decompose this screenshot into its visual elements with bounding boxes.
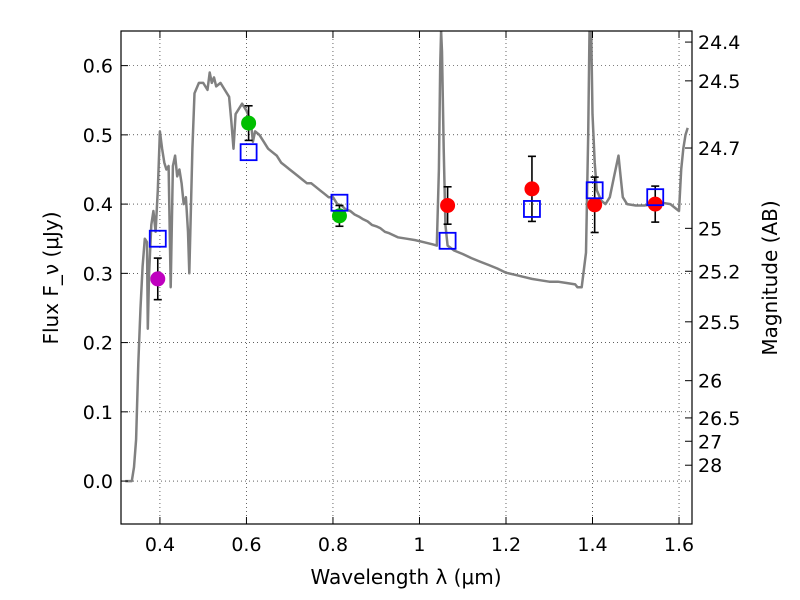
model-marker: [646, 188, 665, 207]
plot-series: [125, 31, 689, 483]
x-tick-label: 0.6: [231, 534, 261, 556]
y-tick-label: 0.6: [83, 56, 113, 78]
y2-tick-label: 24.5: [698, 71, 740, 93]
model-marker: [523, 200, 541, 218]
y-axis-label: Flux F_ν (μJy): [39, 211, 63, 344]
data-point: [647, 185, 663, 223]
y2-tick-label: 25.2: [698, 261, 740, 283]
y2-tick-label: 27: [698, 431, 722, 453]
y-tick-label: 0.0: [83, 471, 113, 493]
grid: [121, 31, 692, 524]
x-tick-label: 1.2: [491, 534, 521, 556]
x-tick-label: 0.4: [145, 534, 175, 556]
model-marker: [585, 181, 604, 200]
y-tick-label: 0.5: [83, 125, 113, 147]
x-axis-label-text: Wavelength λ (μm): [310, 565, 501, 589]
data-point: [150, 257, 166, 301]
data-point: [440, 185, 456, 225]
model-marker: [148, 229, 167, 248]
model-marker: [239, 143, 258, 162]
y-axis-label-text: Flux F_ν (μJy): [39, 211, 63, 344]
x-tick-label: 0.8: [318, 534, 348, 556]
y2-tick-label: 24.7: [698, 138, 740, 160]
observed-marker: [524, 181, 540, 197]
axes-frame: [120, 30, 693, 525]
y2-tick-label: 24.4: [698, 32, 740, 54]
y2-tick-label: 26: [698, 371, 722, 393]
spectrum-line: [125, 31, 689, 483]
x-tick-label: 1.6: [664, 534, 694, 556]
x-tick-label: 1.4: [577, 534, 607, 556]
y2-tick-label: 25: [698, 218, 722, 240]
observed-marker: [587, 197, 603, 213]
y-tick-label: 0.2: [83, 333, 113, 355]
axis-ticks: 0.4 0.6 0.8 1 1.2 1.4 1.6 0.0 0.1 0.2 0.3 0.4 0.5 0.6…: [83, 31, 740, 556]
observed-marker: [647, 196, 663, 212]
model-marker: [330, 193, 349, 212]
observed-marker: [150, 271, 166, 287]
plot-frame: [120, 30, 693, 525]
data-point: [587, 176, 603, 234]
observed-marker: [331, 208, 347, 224]
y2-axis-label: Magnitude (AB): [758, 200, 782, 355]
observed-marker: [440, 197, 456, 213]
observed-marker: [241, 115, 257, 131]
y-tick-label: 0.4: [83, 194, 113, 216]
y2-tick-label: 28: [698, 455, 722, 477]
x-tick-label: 1: [413, 534, 425, 556]
model-marker: [438, 231, 457, 250]
y2-tick-label: 26.5: [698, 408, 740, 430]
x-axis-label: Wavelength λ (μm): [310, 565, 501, 589]
data-point: [241, 104, 257, 142]
y2-tick-label: 25.5: [698, 312, 740, 334]
data-point: [331, 204, 347, 228]
data-point: [524, 155, 540, 223]
y2-axis-label-text: Magnitude (AB): [758, 200, 782, 355]
y-tick-label: 0.3: [83, 263, 113, 285]
y-tick-label: 0.1: [83, 402, 113, 424]
